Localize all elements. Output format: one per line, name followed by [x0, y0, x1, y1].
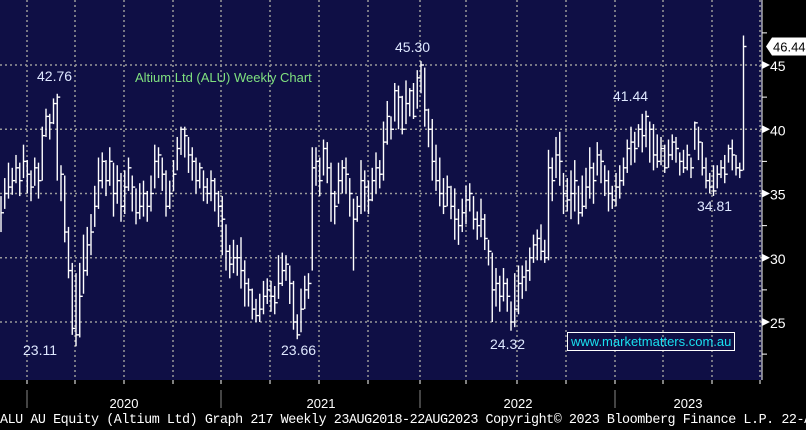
price-annotation: 45.30	[395, 39, 430, 55]
chart-title: Altium Ltd (ALU) Weekly Chart	[135, 70, 312, 85]
price-chart: 25 30 35 40 45 2020 2021 2022 2023 Altium Ltd (AL…	[0, 0, 806, 411]
watermark-link[interactable]: www.marketmatters.com.au	[567, 332, 736, 351]
price-annotation: 42.76	[37, 68, 72, 84]
price-annotation: 41.44	[613, 88, 648, 104]
footer-info: ALU AU Equity (Altium Ltd) Graph 217 Wee…	[0, 413, 806, 428]
price-annotation: 34.81	[697, 198, 732, 214]
y-tick-label: 45	[770, 58, 786, 74]
y-tick-label: 35	[770, 187, 786, 203]
last-price-tag	[766, 37, 806, 56]
y-tick-label: 25	[770, 315, 786, 331]
x-tick-label: 2023	[674, 396, 703, 411]
price-annotation: 23.11	[23, 342, 57, 358]
x-tick-label: 2020	[110, 396, 139, 411]
y-tick-label: 30	[770, 251, 786, 267]
y-tick-marker	[762, 318, 770, 326]
price-annotation: 23.66	[281, 342, 316, 358]
y-tick-marker	[762, 253, 770, 262]
y-tick-marker	[762, 125, 770, 134]
y-tick-marker	[762, 189, 770, 198]
price-annotation: 24.32	[490, 336, 525, 352]
last-price-label: 46.44	[773, 39, 806, 54]
y-tick-marker	[762, 61, 770, 69]
plot-area	[0, 0, 762, 380]
y-tick-label: 40	[770, 122, 786, 138]
x-tick-label: 2021	[307, 396, 336, 411]
x-tick-label: 2022	[504, 396, 533, 411]
